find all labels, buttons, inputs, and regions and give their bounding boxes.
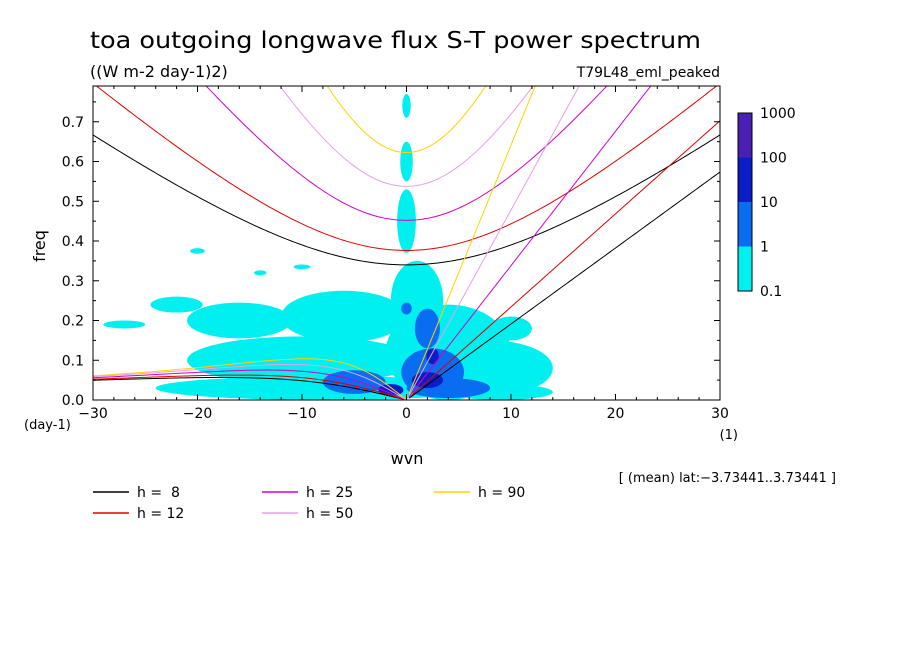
power-region (414, 308, 440, 349)
legend: h = 8 h = 12 h = 25 h = 50 h = 90 (93, 485, 525, 522)
dispersion-curve (408, 171, 720, 399)
y-tick-label: 0.6 (62, 155, 84, 171)
chart-title: toa outgoing longwave flux S-T power spe… (90, 28, 701, 54)
power-region (400, 141, 413, 182)
colorbar-label: 1 (760, 240, 769, 256)
colorbar-swatch (738, 113, 752, 158)
dispersion-curve (93, 376, 409, 400)
latitude-footnote: [ (mean) lat:−3.73441..3.73441 ] (619, 471, 836, 486)
power-region (150, 296, 203, 313)
x-tick-label: −10 (287, 406, 317, 422)
y-tick-label: 0.2 (62, 314, 84, 330)
power-region (103, 320, 146, 329)
dispersion-curve (408, 86, 652, 397)
chart-units: ((W m-2 day-1)2) (90, 62, 228, 81)
x-axis-label: wvn (391, 449, 424, 468)
dispersion-curve (326, 86, 487, 154)
power-region (490, 316, 532, 341)
y-tick-label: 0.4 (62, 234, 84, 250)
x-tick-label: 0 (402, 406, 411, 422)
dispersion-curve (205, 86, 608, 221)
dispersion-curve (93, 363, 408, 400)
x-tick-label: 10 (502, 406, 520, 422)
colorbar-frame (737, 112, 753, 292)
colorbar-label: 100 (760, 151, 787, 167)
colorbar-label: 0.1 (760, 284, 782, 300)
power-region (281, 290, 407, 343)
legend-label: h = 25 (306, 485, 353, 501)
x-axis-unit: (1) (720, 428, 738, 443)
power-region (190, 248, 205, 254)
power-region (397, 189, 416, 253)
legend-label: h = 12 (137, 506, 184, 522)
x-tick-label: 20 (607, 406, 625, 422)
x-tick-label: 30 (711, 406, 729, 422)
power-region (253, 270, 267, 276)
dispersion-curve (408, 86, 536, 394)
power-region (426, 348, 439, 365)
colorbar-swatch (738, 202, 752, 247)
y-axis-label: freq (30, 230, 49, 262)
colorbar: 0.1 1 10 100 1000 (737, 106, 796, 300)
colorbar-label: 10 (760, 195, 778, 211)
dispersion-curve (408, 120, 720, 399)
legend-label: h = 8 (137, 485, 180, 501)
run-label: T79L48_eml_peaked (576, 65, 720, 81)
power-region (187, 302, 292, 339)
colorbar-swatch (738, 157, 752, 202)
power-regions (103, 93, 553, 400)
dispersion-curve (93, 369, 408, 400)
colorbar-swatch (738, 246, 752, 291)
y-tick-label: 0.7 (62, 115, 84, 131)
y-tick-label: 0.0 (62, 393, 84, 409)
dispersion-curve (93, 134, 720, 266)
y-tick-label: 0.1 (62, 353, 84, 369)
colorbar-label: 1000 (760, 106, 796, 122)
y-axis-unit: (day-1) (24, 418, 71, 433)
dispersion-curve (279, 86, 534, 187)
x-tick-label: −20 (183, 406, 213, 422)
power-region (401, 302, 412, 315)
dispersion-curve (408, 86, 580, 396)
axes: −30 −20 −10 0 10 20 30 0.0 0.1 0.2 0.3 0.4 0.5 0.6 0.7 (62, 86, 729, 422)
dispersion-curves (93, 86, 720, 400)
dispersion-curve (95, 86, 718, 251)
y-tick-label: 0.5 (62, 194, 84, 210)
legend-label: h = 90 (478, 485, 525, 501)
dispersion-curve (93, 374, 409, 400)
x-tick-label: −30 (78, 406, 108, 422)
dispersion-curve (93, 358, 408, 400)
power-region (293, 264, 311, 270)
power-region (402, 93, 411, 118)
y-tick-label: 0.3 (62, 274, 84, 290)
legend-label: h = 50 (306, 506, 353, 522)
